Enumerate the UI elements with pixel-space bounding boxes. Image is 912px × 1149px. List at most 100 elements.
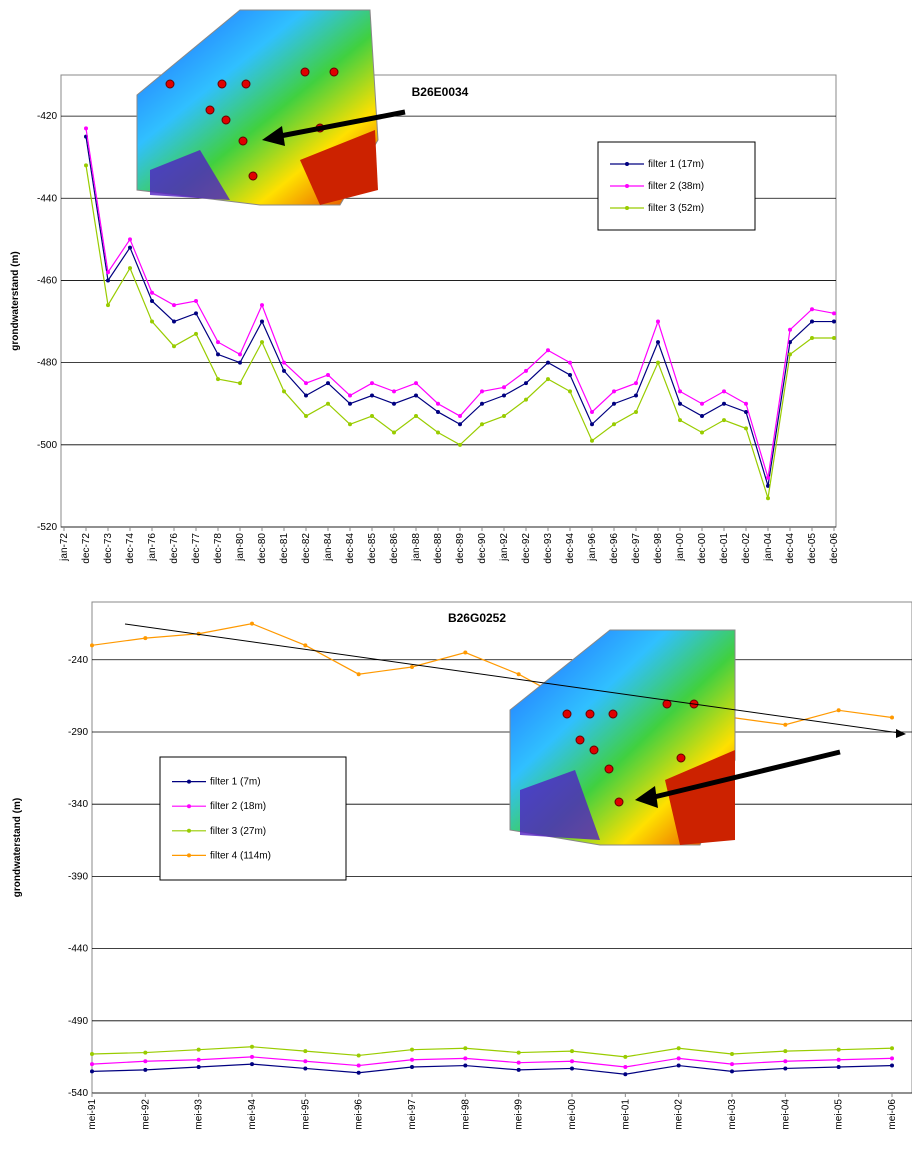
data-point (326, 381, 330, 385)
data-point (623, 1072, 627, 1076)
x-tick-label: mei-00 (567, 1099, 578, 1130)
x-tick-label: mei-99 (514, 1099, 525, 1130)
data-point (143, 1051, 147, 1055)
data-point (502, 414, 506, 418)
legend-marker (187, 804, 191, 808)
data-point (260, 303, 264, 307)
x-tick-label: dec-88 (433, 533, 444, 564)
x-tick-label: mei-94 (247, 1099, 258, 1130)
data-point (463, 1056, 467, 1060)
x-tick-label: jan-76 (147, 533, 158, 562)
data-point (656, 320, 660, 324)
data-point (106, 303, 110, 307)
data-point (677, 1056, 681, 1060)
data-point (832, 311, 836, 315)
y-tick-label: -460 (37, 275, 57, 286)
series-line (92, 1047, 892, 1057)
data-point (197, 1048, 201, 1052)
data-point (90, 1062, 94, 1066)
data-point (788, 352, 792, 356)
data-point (84, 126, 88, 130)
x-tick-label: dec-73 (103, 533, 114, 564)
data-point (517, 1051, 521, 1055)
data-point (458, 414, 462, 418)
data-point (678, 389, 682, 393)
data-point (392, 430, 396, 434)
x-tick-label: mei-96 (354, 1099, 365, 1130)
y-tick-label: -520 (37, 522, 57, 533)
data-point (282, 369, 286, 373)
x-tick-label: dec-84 (345, 533, 356, 564)
data-point (678, 418, 682, 422)
y-tick-label: -240 (68, 655, 88, 666)
data-point (260, 340, 264, 344)
data-point (304, 381, 308, 385)
data-point (458, 422, 462, 426)
data-point (502, 394, 506, 398)
x-tick-label: jan-92 (499, 533, 510, 562)
data-point (783, 1066, 787, 1070)
x-tick-label: dec-72 (81, 533, 92, 564)
data-point (128, 237, 132, 241)
x-tick-label: mei-92 (140, 1099, 151, 1130)
data-point (348, 402, 352, 406)
data-point (106, 270, 110, 274)
data-point (357, 1064, 361, 1068)
data-point (172, 320, 176, 324)
data-point (128, 266, 132, 270)
x-tick-label: dec-06 (829, 533, 840, 564)
data-point (700, 402, 704, 406)
data-point (837, 1048, 841, 1052)
data-point (744, 402, 748, 406)
data-point (837, 1065, 841, 1069)
data-point (238, 381, 242, 385)
data-point (304, 394, 308, 398)
legend-marker (187, 853, 191, 857)
legend-label: filter 1 (7m) (210, 777, 261, 788)
data-point (392, 389, 396, 393)
data-point (502, 385, 506, 389)
data-point (568, 373, 572, 377)
data-point (783, 1049, 787, 1053)
data-point (250, 1045, 254, 1049)
data-point (788, 328, 792, 332)
page: {"chart_data": [ {"type": "line", "title… (0, 0, 912, 1149)
data-point (260, 320, 264, 324)
data-point (238, 361, 242, 365)
x-tick-label: dec-81 (279, 533, 290, 564)
data-point (730, 1069, 734, 1073)
data-point (128, 246, 132, 250)
data-point (303, 643, 307, 647)
data-point (810, 307, 814, 311)
data-point (546, 348, 550, 352)
data-point (303, 1049, 307, 1053)
legend-label: filter 3 (27m) (210, 826, 266, 837)
x-tick-label: dec-92 (521, 533, 532, 564)
data-point (194, 332, 198, 336)
x-tick-label: dec-86 (389, 533, 400, 564)
x-tick-label: dec-96 (609, 533, 620, 564)
data-point (517, 672, 521, 676)
y-tick-label: -290 (68, 727, 88, 738)
data-point (150, 320, 154, 324)
x-tick-label: jan-88 (411, 533, 422, 562)
y-axis-label: grondwaterstand (m) (12, 798, 23, 897)
data-point (517, 1061, 521, 1065)
data-point (623, 1055, 627, 1059)
x-tick-label: dec-82 (301, 533, 312, 564)
data-point (570, 1059, 574, 1063)
x-tick-label: mei-93 (194, 1099, 205, 1130)
x-tick-label: mei-04 (780, 1099, 791, 1130)
series-line (92, 1057, 892, 1067)
x-tick-label: dec-02 (741, 533, 752, 564)
legend-marker (625, 206, 629, 210)
data-point (730, 1062, 734, 1066)
data-point (678, 402, 682, 406)
data-point (172, 344, 176, 348)
data-point (106, 278, 110, 282)
y-tick-label: -480 (37, 358, 57, 369)
data-point (722, 402, 726, 406)
data-point (90, 643, 94, 647)
